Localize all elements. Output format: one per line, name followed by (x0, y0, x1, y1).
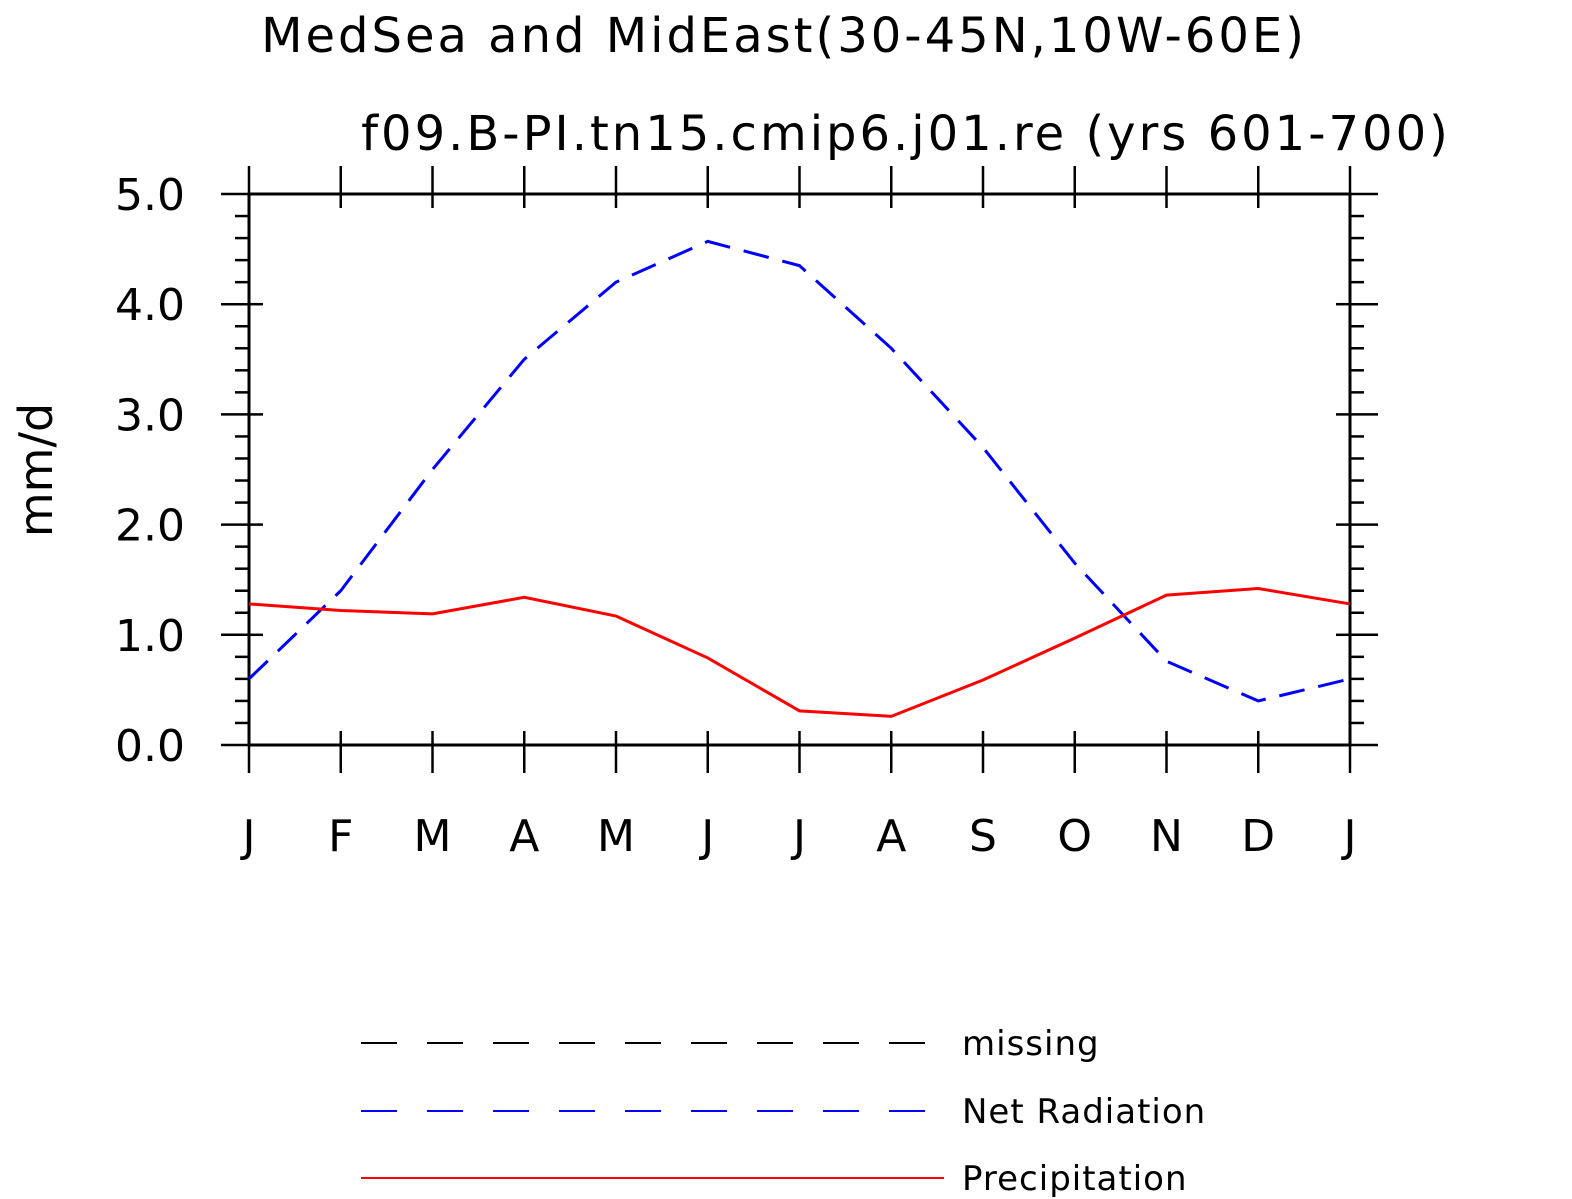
y-axis: 0.0 1.0 2.0 3.0 4.0 5.0 (115, 170, 1378, 772)
y-tick-label: 0.0 (115, 721, 185, 772)
series-layer (247, 239, 1351, 718)
y-tick-label: 4.0 (115, 280, 185, 331)
plot-frame (247, 192, 1352, 747)
x-tick-label: S (969, 811, 997, 862)
series-line-precipitation (248, 587, 1351, 718)
legend-label-missing: missing (962, 1024, 1100, 1064)
y-axis-title: mm/d (9, 403, 63, 537)
x-tick-label: D (1241, 811, 1275, 862)
x-tick-label: J (698, 811, 714, 862)
x-tick-label: N (1150, 811, 1183, 862)
x-tick-label: J (1341, 811, 1357, 862)
y-tick-label: 2.0 (115, 501, 185, 552)
x-tick-label: J (240, 811, 256, 862)
y-tick-label: 5.0 (115, 170, 185, 221)
x-tick-label: A (876, 811, 906, 862)
x-tick-label: M (597, 811, 635, 862)
x-tick-label: F (328, 811, 353, 862)
legend: missing Net Radiation Precipitation (361, 1024, 1206, 1199)
chart-subtitle: f09.B-PI.tn15.cmip6.j01.re (yrs 601-700) (361, 106, 1451, 162)
legend-label-net-radiation: Net Radiation (962, 1092, 1206, 1132)
x-tick-label: M (414, 811, 452, 862)
plot-border (247, 192, 1352, 747)
x-tick-label: O (1057, 811, 1092, 862)
x-tick-label: A (509, 811, 539, 862)
series-line-net-radiation (247, 239, 1351, 703)
legend-label-precipitation: Precipitation (962, 1159, 1188, 1199)
x-tick-label: J (790, 811, 806, 862)
chart-title: MedSea and MidEast(30-45N,10W-60E) (261, 8, 1307, 64)
y-tick-label: 1.0 (115, 611, 185, 662)
y-tick-label: 3.0 (115, 390, 185, 441)
